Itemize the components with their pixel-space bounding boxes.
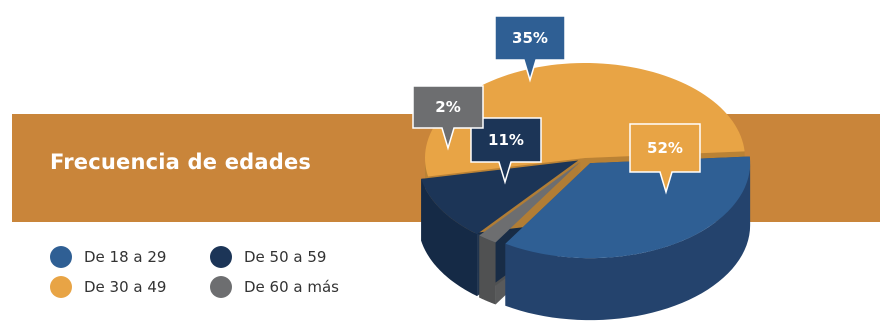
legend-label-18-29: De 18 a 29 [84, 248, 167, 266]
callout-box-60-mas [412, 85, 484, 151]
legend-item-60-mas: De 60 a más [210, 276, 339, 298]
data-label-30-49: 52% [647, 139, 683, 157]
pie-side-50-59 [421, 178, 478, 297]
callout-box-18-29 [494, 15, 566, 83]
legend-swatch-30-49 [50, 276, 72, 298]
legend-label-60-mas: De 60 a más [244, 278, 339, 296]
chart-title: Frecuencia de edades [50, 150, 312, 174]
callout-box-30-49 [629, 123, 701, 195]
data-label-60-mas: 2% [435, 98, 460, 116]
legend-item-50-59: De 50 a 59 [210, 246, 326, 268]
legend-swatch-50-59 [210, 246, 232, 268]
pie-side-18-29 [505, 163, 751, 321]
legend-label-30-49: De 30 a 49 [84, 278, 167, 296]
legend-label-50-59: De 50 a 59 [244, 248, 327, 266]
data-label-18-29: 35% [512, 29, 548, 47]
legend-swatch-60-mas [210, 276, 232, 298]
legend-item-30-49: De 30 a 49 [50, 276, 166, 298]
callouts: 35% 52% 11% 2% [412, 15, 701, 195]
pie-slice-60-mas [479, 161, 581, 243]
legend-item-18-29: De 18 a 29 [50, 246, 166, 268]
pie-slice-18-29 [505, 156, 751, 259]
pie-side-60-mas [479, 235, 496, 305]
pie-slice-50-59 [421, 160, 579, 235]
legend-swatch-18-29 [50, 246, 72, 268]
callout-box-50-59 [470, 117, 542, 185]
data-label-50-59: 11% [488, 131, 524, 149]
